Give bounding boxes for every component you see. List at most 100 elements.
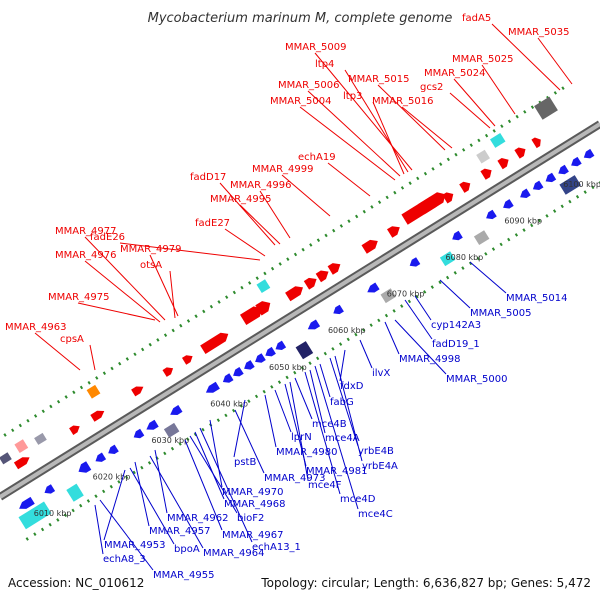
reverse-gene-arrow (486, 209, 497, 220)
forward-label-leader (224, 228, 266, 257)
forward-label-leader (89, 344, 96, 371)
feature-block (473, 230, 490, 245)
reverse-gene-arrow (255, 353, 266, 363)
genome-summary-text: Topology: circular; Length: 6,636,827 bp… (260, 576, 591, 590)
forward-label-leader (149, 254, 179, 317)
forward-label-leader (401, 106, 453, 149)
reverse-gene-label: MMAR_4967 (222, 530, 284, 541)
reverse-gene-arrow (558, 164, 569, 175)
feature-block (559, 175, 581, 195)
forward-gene-label: ltp3 (343, 91, 362, 102)
reverse-gene-label: MMAR_4955 (153, 570, 215, 581)
forward-gene-label: MMAR_4975 (48, 292, 110, 303)
forward-label-leader (299, 106, 396, 181)
forward-gene-arrow (459, 181, 471, 193)
reverse-gene-label: MMAR_4973 (264, 473, 326, 484)
forward-label-leader (453, 78, 496, 127)
reverse-gene-label: echA13_1 (252, 542, 301, 553)
reverse-label-leader (99, 499, 154, 571)
forward-gene-arrow (162, 367, 174, 377)
forward-label-leader (281, 174, 331, 217)
kbp-ticks: 6010 kbp 6020 kbp 6030 kbp 6040 kbp 6050 kbp… (34, 180, 600, 518)
forward-gene-label: fadD17 (190, 172, 226, 183)
reverse-label-leader (209, 419, 223, 488)
reverse-dot-track (0, 82, 571, 440)
feature-block (18, 501, 52, 530)
forward-gene-arrow (480, 168, 492, 180)
reverse-gene-arrow (170, 405, 183, 415)
forward-gene-label: cpsA (60, 334, 84, 345)
reverse-gene-label: bioF2 (237, 513, 264, 524)
gene-features (0, 96, 595, 530)
reverse-gene-label: mce4B (312, 419, 347, 430)
reverse-gene-arrow (44, 484, 56, 494)
forward-gene-arrow (531, 137, 541, 149)
feature-block (86, 384, 101, 399)
forward-gene-label: MMAR_5006 (278, 80, 340, 91)
reverse-gene-arrow (571, 156, 582, 167)
reverse-gene-label: MMAR_4953 (104, 540, 166, 551)
kbp-tick-label: 6030 kbp (151, 436, 189, 445)
reverse-gene-label: MMAR_5005 (470, 308, 532, 319)
forward-gene-label: MMAR_4963 (5, 322, 67, 333)
reverse-label-leader (199, 427, 253, 543)
feature-block (490, 133, 506, 148)
reverse-label-leader (264, 394, 277, 448)
map-title: Mycobacterium marinum M, complete genome (148, 11, 453, 26)
forward-gene-label: MMAR_5024 (424, 68, 486, 79)
forward-gene-arrow (13, 457, 30, 470)
forward-gene-label: MMAR_5035 (508, 27, 570, 38)
reverse-gene-label: MMAR_4998 (399, 354, 461, 365)
forward-gene-label: MMAR_5004 (270, 96, 332, 107)
forward-gene-arrow (255, 301, 271, 316)
reverse-gene-arrow (146, 419, 159, 430)
reverse-label-leader (469, 261, 507, 294)
feature-block (476, 149, 490, 164)
reverse-label-leader (194, 431, 225, 500)
reverse-gene-arrow (244, 360, 255, 370)
reverse-gene-arrow (532, 180, 544, 190)
reverse-gene-label: lprN (291, 432, 312, 443)
reverse-label-leader (384, 321, 400, 355)
kbp-tick-label: 6020 kbp (93, 473, 131, 482)
forward-gene-arrow (69, 425, 80, 435)
forward-label-leader (327, 162, 371, 197)
reverse-gene-arrow (307, 319, 321, 330)
reverse-gene-arrow (205, 381, 220, 393)
feature-block (66, 483, 84, 502)
forward-gene-label: MMAR_5015 (348, 74, 410, 85)
reverse-label-leader (233, 399, 246, 458)
forward-label-leader (372, 101, 405, 175)
reverse-label-leader (94, 504, 104, 555)
reverse-gene-arrow (222, 373, 234, 383)
feature-block (163, 422, 180, 438)
reverse-gene-label: mce4D (340, 494, 376, 505)
feature-track-dots (0, 82, 600, 541)
forward-gene-label: fadA5 (462, 13, 491, 24)
reverse-gene-arrow (583, 148, 595, 159)
reverse-gene-label: MMAR_4970 (222, 487, 284, 498)
reverse-gene-arrow (367, 282, 380, 293)
forward-label-leader (344, 69, 409, 173)
reverse-label-leader (304, 371, 341, 495)
forward-gene-arrow (131, 386, 144, 397)
kbp-tick-label: 6050 kbp (269, 363, 307, 372)
forward-gene-label: MMAR_4976 (55, 250, 117, 261)
forward-gene-label: MMAR_5025 (452, 54, 514, 65)
reverse-gene-label: ilvX (372, 368, 390, 379)
reverse-gene-arrow (78, 461, 92, 473)
forward-label-leader (84, 236, 166, 321)
reverse-label-leader (414, 295, 432, 321)
reverse-gene-arrow (333, 304, 344, 315)
feature-block (34, 432, 47, 445)
forward-gene-arrow (240, 306, 262, 325)
reverse-label-leader (234, 409, 265, 474)
reverse-gene-label: MMAR_5000 (446, 374, 508, 385)
kbp-tick-label: 6010 kbp (34, 509, 72, 518)
forward-gene-label: MMAR_5016 (372, 96, 434, 107)
reverse-gene-label: fabG (330, 397, 354, 408)
forward-label-leader (219, 182, 276, 246)
forward-label-leader (239, 204, 281, 245)
feature-block (256, 279, 271, 293)
